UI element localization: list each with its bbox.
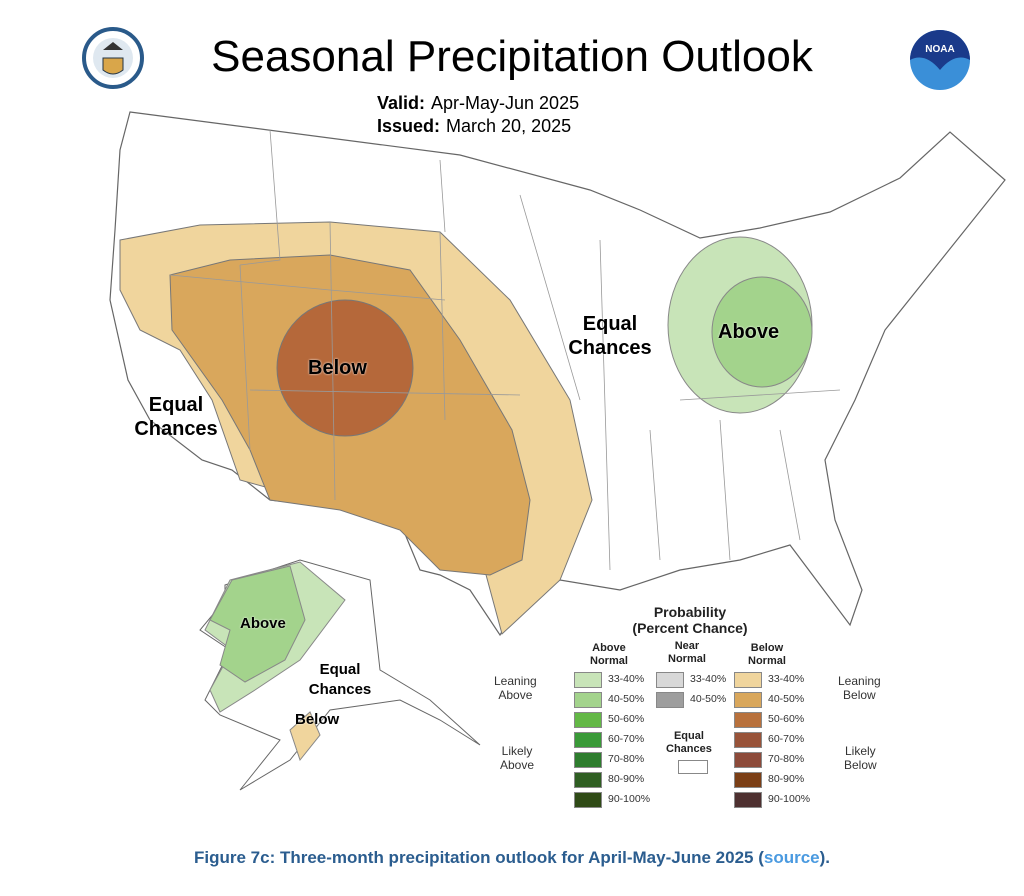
legend-swatch-above-4 <box>574 752 602 768</box>
noaa-logo: NOAA <box>910 30 970 90</box>
legend-col-near: Near Normal <box>668 640 706 665</box>
legend-title: Probability (Percent Chance) <box>632 604 748 636</box>
label-ak-equal-chances: Equal Chances <box>308 661 372 698</box>
legend-equal-chances: Equal Chances <box>666 730 712 755</box>
legend-swatch-near-1 <box>656 692 684 708</box>
legend-swatch-near-0 <box>656 672 684 688</box>
legend-likely-below: Likely Below <box>844 744 877 772</box>
legend-swatch-below-1 <box>734 692 762 708</box>
legend-col-above: Above Normal <box>590 642 628 667</box>
legend-range-below-1: 40-50% <box>768 693 805 705</box>
legend-range-above-2: 50-60% <box>608 713 645 725</box>
issued-line: Issued: March 20, 2025 <box>377 116 572 136</box>
legend-range-above-6: 90-100% <box>608 793 651 805</box>
legend-swatch-above-2 <box>574 712 602 728</box>
legend-range-below-6: 90-100% <box>768 793 811 805</box>
legend-range-above-1: 40-50% <box>608 693 645 705</box>
legend-swatch-below-6 <box>734 792 762 808</box>
legend-leaning-below: Leaning Below <box>838 674 881 702</box>
legend-range-below-5: 80-90% <box>768 773 805 785</box>
label-ak-above: Above <box>240 615 286 632</box>
legend-swatch-above-6 <box>574 792 602 808</box>
legend-swatch-below-5 <box>734 772 762 788</box>
source-link[interactable]: source <box>763 848 820 867</box>
legend-range-below-4: 70-80% <box>768 753 805 765</box>
legend-range-below-2: 50-60% <box>768 713 805 725</box>
alaska-above-40-50 <box>209 565 306 683</box>
legend-swatch-above-1 <box>574 692 602 708</box>
label-above: Above <box>718 321 780 343</box>
svg-text:NOAA: NOAA <box>925 44 954 55</box>
below-50-60-region <box>276 299 414 437</box>
legend-equal-swatch <box>678 760 708 774</box>
figure-caption: Figure 7c: Three-month precipitation out… <box>193 848 830 867</box>
legend-range-below-3: 60-70% <box>768 733 805 745</box>
label-ak-below: Below <box>295 711 340 728</box>
left-seal-logo <box>82 27 144 89</box>
legend-range-below-0: 33-40% <box>768 673 805 685</box>
label-equal-chances-central: Equal Chances <box>568 313 652 359</box>
legend-col-below: Below Normal <box>748 642 786 667</box>
label-below: Below <box>308 357 367 379</box>
state-borders <box>169 129 841 571</box>
legend-likely-above: Likely Above <box>500 744 535 772</box>
legend-swatch-below-3 <box>734 732 762 748</box>
legend-swatch-below-4 <box>734 752 762 768</box>
legend-swatch-below-0 <box>734 672 762 688</box>
legend-range-above-5: 80-90% <box>608 773 645 785</box>
label-equal-chances-west: Equal Chances <box>134 394 218 440</box>
legend-range-above-4: 70-80% <box>608 753 645 765</box>
legend-range-near-1: 40-50% <box>690 693 727 705</box>
legend-swatch-above-3 <box>574 732 602 748</box>
page-title: Seasonal Precipitation Outlook <box>211 32 813 81</box>
legend-swatch-below-2 <box>734 712 762 728</box>
legend-range-above-3: 60-70% <box>608 733 645 745</box>
legend-range-above-0: 33-40% <box>608 673 645 685</box>
valid-line: Valid: Apr-May-Jun 2025 <box>377 93 580 113</box>
alaska-below-region <box>289 711 321 762</box>
us-map: NOAA <box>82 27 1006 791</box>
legend-swatch-above-5 <box>574 772 602 788</box>
above-40-50-region <box>711 276 813 388</box>
legend: Probability (Percent Chance) Above Normal … <box>480 600 900 810</box>
legend-leaning-above: Leaning Above <box>494 674 537 702</box>
legend-range-near-0: 33-40% <box>690 673 727 685</box>
legend-swatch-above-0 <box>574 672 602 688</box>
